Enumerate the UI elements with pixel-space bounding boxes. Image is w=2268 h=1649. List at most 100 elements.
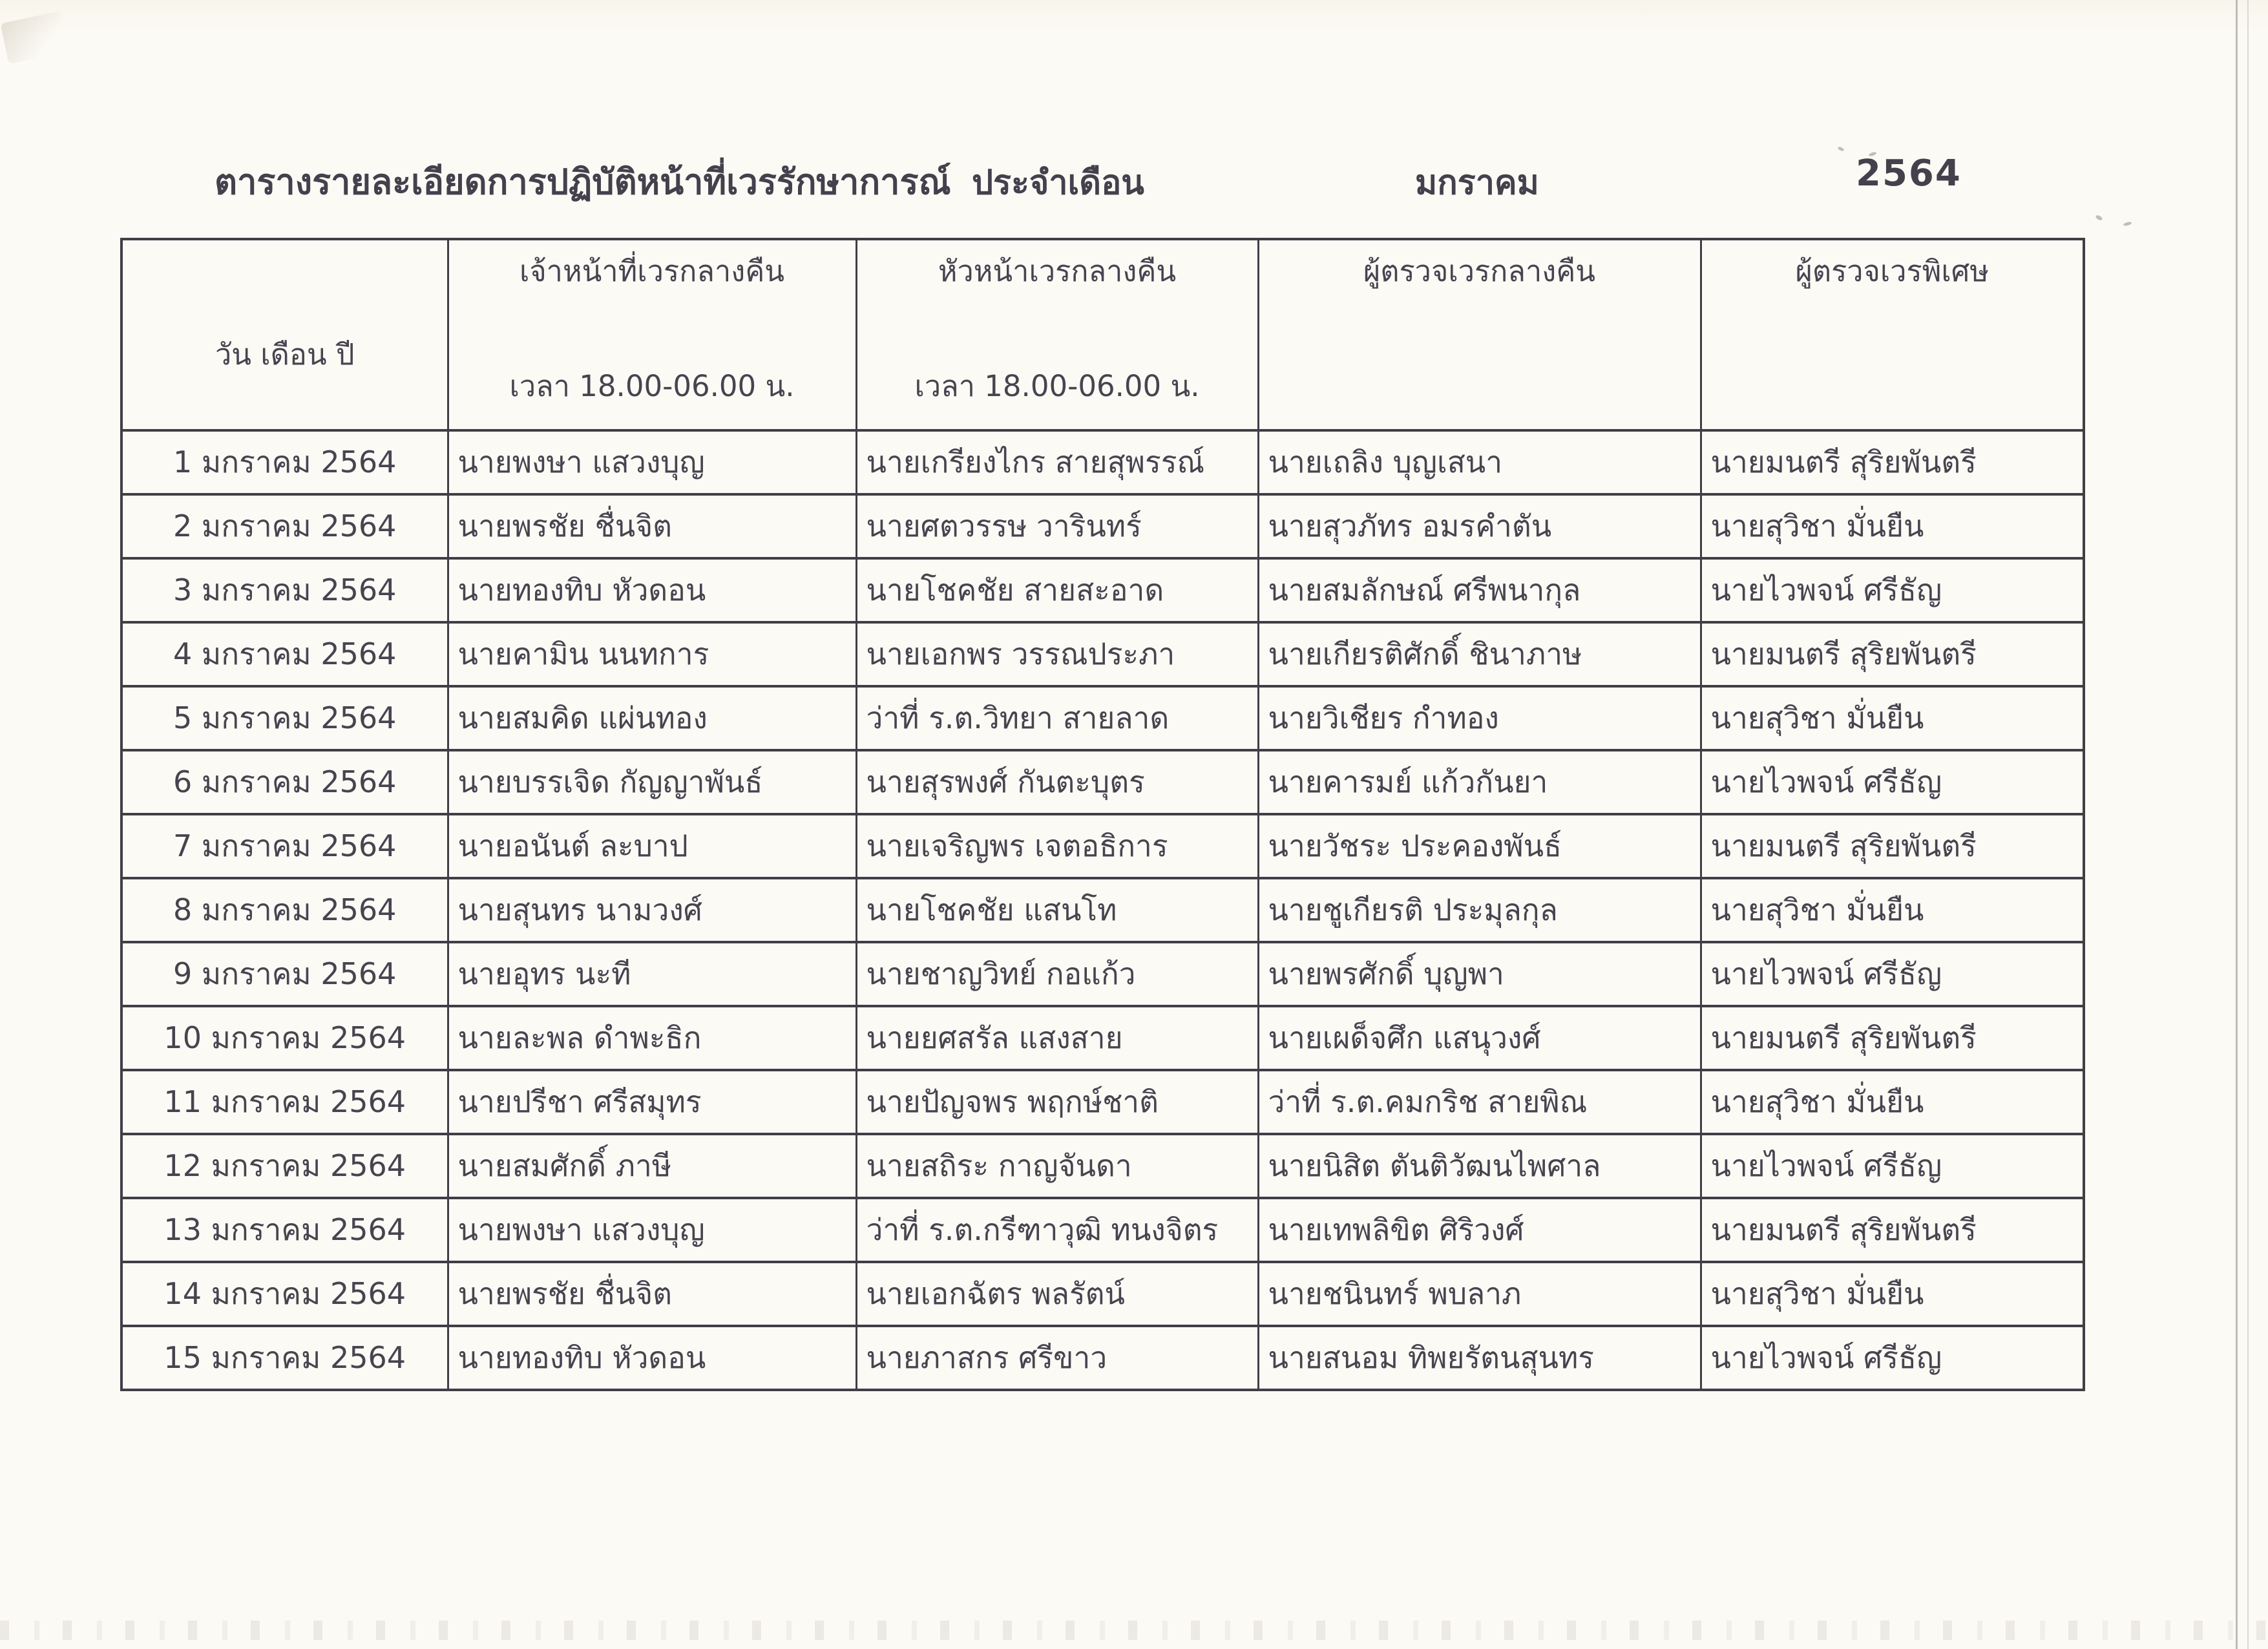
cell-inspector: นายพรศักดิ์ บุญพา bbox=[1257, 941, 1702, 1007]
table-row: 13 มกราคม 2564 นายพงษา แสวงบุญ ว่าที่ ร.… bbox=[120, 1197, 2085, 1263]
period-label: ประจำเดือน bbox=[972, 163, 1144, 202]
cell-chief: นายเกรียงไกร สายสุพรรณ์ bbox=[855, 429, 1259, 496]
cell-inspector: นายสมลักษณ์ ศรีพนากุล bbox=[1257, 557, 1702, 624]
cell-date: 14 มกราคม 2564 bbox=[120, 1261, 449, 1327]
col-header-night-chief: หัวหน้าเวรกลางคืน เวลา 18.00-06.00 น. bbox=[855, 238, 1259, 432]
table-body: 1 มกราคม 2564 นายพงษา แสวงบุญ นายเกรียงไ… bbox=[120, 429, 2085, 1391]
cell-inspector: ว่าที่ ร.ต.คมกริช สายพิณ bbox=[1257, 1069, 1702, 1135]
col-header-night-inspector: ผู้ตรวจเวรกลางคืน bbox=[1257, 238, 1702, 432]
cell-special: นายมนตรี สุริยพันตรี bbox=[1699, 1005, 2085, 1071]
cell-inspector: นายวิเชียร กำทอง bbox=[1257, 685, 1702, 751]
cell-special: นายสุวิชา มั่นยืน bbox=[1699, 877, 2085, 943]
scan-paper-edge-line bbox=[2247, 0, 2249, 1649]
cell-special: นายไวพจน์ ศรีธัญ bbox=[1699, 1325, 2085, 1391]
cell-inspector: นายเถลิง บุญเสนา bbox=[1257, 429, 1702, 496]
cell-inspector: นายสนอม ทิพยรัตนสุนทร bbox=[1257, 1325, 1702, 1391]
col-header-special-inspector: ผู้ตรวจเวรพิเศษ bbox=[1699, 238, 2085, 432]
cell-officer: นายอุทร นะที bbox=[446, 941, 857, 1007]
cell-inspector: นายชูเกียรติ ประมุลกุล bbox=[1257, 877, 1702, 943]
table-row: 5 มกราคม 2564 นายสมคิด แผ่นทอง ว่าที่ ร.… bbox=[120, 685, 2085, 751]
duty-roster-table: วัน เดือน ปี เจ้าหน้าที่เวรกลางคืน เวลา … bbox=[120, 238, 2085, 1391]
scan-speck-artifact bbox=[2123, 221, 2132, 227]
cell-chief: นายสถิระ กาญจันดา bbox=[855, 1133, 1259, 1199]
cell-date: 6 มกราคม 2564 bbox=[120, 749, 449, 815]
cell-date: 13 มกราคม 2564 bbox=[120, 1197, 449, 1263]
table-row: 14 มกราคม 2564 นายพรชัย ชื่นจิต นายเอกฉั… bbox=[120, 1261, 2085, 1327]
cell-inspector: นายเทพลิขิต ศิริวงศ์ bbox=[1257, 1197, 1702, 1263]
cell-inspector: นายคารมย์ แก้วกันยา bbox=[1257, 749, 1702, 815]
cell-date: 2 มกราคม 2564 bbox=[120, 493, 449, 560]
night-chief-time: เวลา 18.00-06.00 น. bbox=[914, 369, 1200, 403]
col-header-night-officer: เจ้าหน้าที่เวรกลางคืน เวลา 18.00-06.00 น… bbox=[446, 238, 857, 432]
table-row: 2 มกราคม 2564 นายพรชัย ชื่นจิต นายศตวรรษ… bbox=[120, 493, 2085, 560]
cell-special: นายไวพจน์ ศรีธัญ bbox=[1699, 749, 2085, 815]
table-row: 1 มกราคม 2564 นายพงษา แสวงบุญ นายเกรียงไ… bbox=[120, 429, 2085, 496]
cell-chief: นายโชคชัย สายสะอาด bbox=[855, 557, 1259, 624]
cell-inspector: นายวัชระ ประคองพันธ์ bbox=[1257, 813, 1702, 879]
cell-officer: นายปรีชา ศรีสมุทร bbox=[446, 1069, 857, 1135]
cell-officer: นายละพล ดำพะธิก bbox=[446, 1005, 857, 1071]
cell-chief: นายภาสกร ศรีขาว bbox=[855, 1325, 1259, 1391]
col-header-date-label: วัน เดือน ปี bbox=[215, 337, 355, 372]
cell-date: 10 มกราคม 2564 bbox=[120, 1005, 449, 1071]
cell-special: นายไวพจน์ ศรีธัญ bbox=[1699, 1133, 2085, 1199]
cell-inspector: นายเผด็จศึก แสนุวงศ์ bbox=[1257, 1005, 1702, 1071]
table-row: 12 มกราคม 2564 นายสมศักดิ์ ภาษี นายสถิระ… bbox=[120, 1133, 2085, 1199]
cell-date: 12 มกราคม 2564 bbox=[120, 1133, 449, 1199]
cell-officer: นายบรรเจิด กัญญาพันธ์ bbox=[446, 749, 857, 815]
scan-speck-artifact bbox=[2095, 214, 2103, 222]
cell-chief: นายเอกฉัตร พลรัตน์ bbox=[855, 1261, 1259, 1327]
scan-bottom-noise-artifact bbox=[0, 1621, 2268, 1640]
cell-special: นายไวพจน์ ศรีธัญ bbox=[1699, 557, 2085, 624]
cell-chief: นายยศสรัล แสงสาย bbox=[855, 1005, 1259, 1071]
special-inspector-label: ผู้ตรวจเวรพิเศษ bbox=[1795, 254, 1990, 288]
cell-special: นายมนตรี สุริยพันตรี bbox=[1699, 429, 2085, 496]
night-chief-label: หัวหน้าเวรกลางคืน bbox=[938, 254, 1177, 288]
table-row: 15 มกราคม 2564 นายทองทิบ หัวดอน นายภาสกร… bbox=[120, 1325, 2085, 1391]
cell-chief: นายสุรพงศ์ กันตะบุตร bbox=[855, 749, 1259, 815]
cell-inspector: นายนิสิต ตันติวัฒนไพศาล bbox=[1257, 1133, 1702, 1199]
cell-special: นายสุวิชา มั่นยืน bbox=[1699, 1069, 2085, 1135]
cell-special: นายสุวิชา มั่นยืน bbox=[1699, 1261, 2085, 1327]
cell-officer: นายพรชัย ชื่นจิต bbox=[446, 1261, 857, 1327]
cell-special: นายมนตรี สุริยพันตรี bbox=[1699, 813, 2085, 879]
table-row: 7 มกราคม 2564 นายอนันต์ ละบาป นายเจริญพร… bbox=[120, 813, 2085, 879]
cell-inspector: นายเกียรติศักดิ์ ชินาภาษ bbox=[1257, 621, 1702, 688]
table-row: 3 มกราคม 2564 นายทองทิบ หัวดอน นายโชคชัย… bbox=[120, 557, 2085, 624]
cell-officer: นายคามิน นนทการ bbox=[446, 621, 857, 688]
scan-paper-edge-line bbox=[2236, 0, 2238, 1649]
col-header-date: วัน เดือน ปี bbox=[120, 238, 449, 432]
cell-special: นายมนตรี สุริยพันตรี bbox=[1699, 621, 2085, 688]
year-value: 2564 bbox=[1856, 152, 1962, 194]
cell-officer: นายพงษา แสวงบุญ bbox=[446, 1197, 857, 1263]
cell-chief: ว่าที่ ร.ต.วิทยา สายลาด bbox=[855, 685, 1259, 751]
cell-date: 15 มกราคม 2564 bbox=[120, 1325, 449, 1391]
cell-inspector: นายสุวภัทร อมรคำตัน bbox=[1257, 493, 1702, 560]
month-value: มกราคม bbox=[1415, 163, 1539, 202]
night-officer-label: เจ้าหน้าที่เวรกลางคืน bbox=[519, 254, 785, 288]
cell-date: 9 มกราคม 2564 bbox=[120, 941, 449, 1007]
table-row: 9 มกราคม 2564 นายอุทร นะที นายชาญวิทย์ ก… bbox=[120, 941, 2085, 1007]
table-row: 6 มกราคม 2564 นายบรรเจิด กัญญาพันธ์ นายส… bbox=[120, 749, 2085, 815]
document-title: ตารางรายละเอียดการปฏิบัติหน้าที่เวรรักษา… bbox=[215, 162, 951, 202]
cell-special: นายมนตรี สุริยพันตรี bbox=[1699, 1197, 2085, 1263]
cell-officer: นายพงษา แสวงบุญ bbox=[446, 429, 857, 496]
cell-chief: นายศตวรรษ วารินทร์ bbox=[855, 493, 1259, 560]
cell-officer: นายสมศักดิ์ ภาษี bbox=[446, 1133, 857, 1199]
cell-special: นายสุวิชา มั่นยืน bbox=[1699, 685, 2085, 751]
cell-chief: นายชาญวิทย์ กอแก้ว bbox=[855, 941, 1259, 1007]
table-row: 8 มกราคม 2564 นายสุนทร นามวงศ์ นายโชคชัย… bbox=[120, 877, 2085, 943]
table-row: 10 มกราคม 2564 นายละพล ดำพะธิก นายยศสรัล… bbox=[120, 1005, 2085, 1071]
cell-chief: นายเอกพร วรรณประภา bbox=[855, 621, 1259, 688]
cell-date: 1 มกราคม 2564 bbox=[120, 429, 449, 496]
cell-special: นายสุวิชา มั่นยืน bbox=[1699, 493, 2085, 560]
table-header-row: วัน เดือน ปี เจ้าหน้าที่เวรกลางคืน เวลา … bbox=[120, 238, 2085, 432]
cell-officer: นายอนันต์ ละบาป bbox=[446, 813, 857, 879]
table-row: 11 มกราคม 2564 นายปรีชา ศรีสมุทร นายปัญจ… bbox=[120, 1069, 2085, 1135]
cell-special: นายไวพจน์ ศรีธัญ bbox=[1699, 941, 2085, 1007]
night-inspector-label: ผู้ตรวจเวรกลางคืน bbox=[1363, 254, 1596, 288]
cell-chief: นายโชคชัย แสนโท bbox=[855, 877, 1259, 943]
cell-officer: นายทองทิบ หัวดอน bbox=[446, 1325, 857, 1391]
cell-chief: นายเจริญพร เจตอธิการ bbox=[855, 813, 1259, 879]
